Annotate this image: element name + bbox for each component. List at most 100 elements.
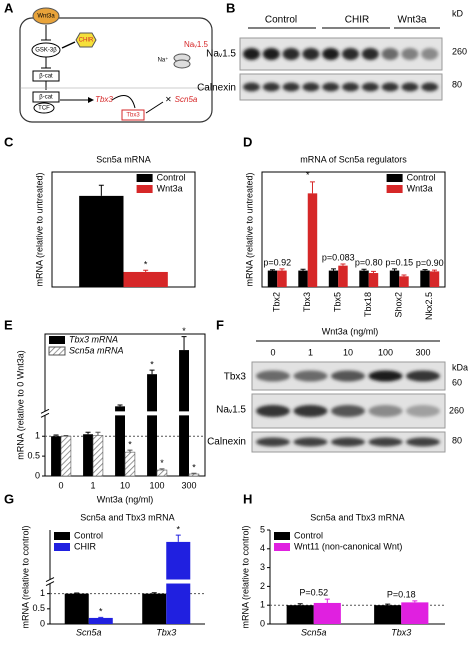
band bbox=[293, 437, 328, 447]
bar bbox=[313, 602, 341, 624]
legend-swatch bbox=[49, 336, 65, 344]
legend-label: Wnt3a bbox=[407, 183, 433, 193]
x-tick-label: Tbx3 bbox=[302, 292, 312, 312]
arrowhead bbox=[88, 97, 94, 103]
header: Wnt3a (ng/ml) bbox=[322, 326, 379, 336]
band bbox=[302, 48, 320, 60]
band bbox=[293, 370, 328, 382]
error-bar bbox=[159, 468, 165, 471]
band bbox=[342, 48, 359, 60]
x-tick-label: 0 bbox=[58, 480, 63, 490]
error-bar bbox=[181, 336, 187, 351]
legend-swatch bbox=[274, 532, 290, 540]
bar bbox=[60, 435, 72, 477]
y-tick-label: 2 bbox=[260, 581, 265, 591]
band bbox=[322, 82, 340, 92]
bar bbox=[92, 435, 104, 477]
band bbox=[262, 82, 280, 92]
band bbox=[401, 48, 419, 60]
significance: * bbox=[160, 458, 164, 468]
factor bbox=[33, 102, 55, 114]
bar bbox=[298, 270, 308, 287]
protein-label: β-cat bbox=[39, 74, 53, 80]
error-bar bbox=[85, 431, 91, 435]
chart: mRNA (relative to 0 Wnt3a) Wnt3a (ng/ml) 0… bbox=[15, 326, 206, 504]
band bbox=[368, 370, 403, 382]
blot: Wnt3a (ng/ml) Tbx3 Naᵥ1.5 Calnexin kDa 6… bbox=[207, 326, 468, 453]
unit: kDa bbox=[452, 362, 468, 372]
band bbox=[331, 405, 365, 417]
x-tick-label: 1 bbox=[90, 480, 95, 490]
error-bar bbox=[412, 600, 418, 603]
band bbox=[368, 437, 403, 447]
axis-break bbox=[45, 577, 55, 582]
bar bbox=[123, 271, 168, 287]
band bbox=[331, 370, 365, 382]
y-axis-label: mRNA (relative to control) bbox=[20, 525, 30, 628]
group-label: Wnt3a bbox=[398, 15, 427, 26]
significance: * bbox=[99, 607, 103, 617]
legend-label: CHIR bbox=[74, 541, 96, 551]
bar bbox=[83, 434, 93, 476]
error-bar bbox=[98, 184, 104, 196]
bar bbox=[147, 374, 157, 476]
bar bbox=[286, 605, 314, 624]
drug-label: CHIR bbox=[79, 38, 94, 44]
error-bar bbox=[74, 592, 80, 594]
significance: * bbox=[150, 360, 154, 370]
x-tick-label: Tbx3 bbox=[156, 627, 176, 637]
bar bbox=[307, 193, 318, 287]
x-tick-label: 10 bbox=[120, 480, 130, 490]
annotation: p=0.92 bbox=[263, 257, 291, 267]
bar bbox=[267, 270, 278, 287]
significance: * bbox=[192, 463, 196, 473]
legend-label: Control bbox=[407, 172, 436, 182]
cell bbox=[19, 17, 213, 123]
legend-swatch bbox=[54, 543, 70, 551]
error-bar bbox=[53, 434, 59, 437]
y-tick-label: 1 bbox=[40, 588, 45, 598]
bar bbox=[338, 265, 348, 287]
legend-swatch bbox=[386, 185, 403, 193]
gene-label: Scn5a bbox=[175, 95, 198, 104]
panel-label: C bbox=[4, 134, 14, 149]
bar bbox=[399, 276, 409, 287]
bar bbox=[401, 602, 429, 624]
protein bbox=[32, 91, 60, 103]
error-bar bbox=[370, 270, 376, 274]
chart-title: Scn5a and Tbx3 mRNA bbox=[80, 512, 174, 522]
y-axis-label: mRNA (relative to untreated) bbox=[244, 172, 254, 286]
protein-label: Tbx3 bbox=[126, 113, 140, 119]
y-tick-label: 3 bbox=[260, 562, 265, 572]
x-tick-label: Tbx2 bbox=[272, 292, 282, 312]
x-tick-label: Tbx3 bbox=[391, 627, 411, 637]
error-bar bbox=[95, 431, 101, 436]
legend-swatch bbox=[136, 174, 153, 182]
error-bar bbox=[300, 268, 306, 271]
error-bar bbox=[324, 598, 330, 603]
error-bar bbox=[63, 434, 69, 437]
error-bar bbox=[279, 268, 285, 271]
chart-title: Scn5a and Tbx3 mRNA bbox=[310, 512, 404, 522]
band bbox=[282, 82, 300, 92]
band bbox=[293, 405, 328, 417]
error-bar bbox=[361, 268, 367, 271]
significance: * bbox=[177, 524, 181, 534]
axis-break bbox=[46, 579, 54, 584]
annotation: P=0.52 bbox=[299, 588, 328, 598]
bar bbox=[188, 473, 200, 477]
y-tick-label: 0 bbox=[40, 618, 45, 628]
band bbox=[406, 370, 440, 382]
legend-label: Wnt11 (non-canonical Wnt) bbox=[294, 541, 402, 551]
band bbox=[361, 48, 379, 60]
legend-swatch bbox=[386, 174, 403, 182]
bar bbox=[374, 605, 402, 624]
legend-label: Wnt3a bbox=[157, 183, 183, 193]
band bbox=[256, 437, 290, 447]
ligand bbox=[32, 7, 60, 25]
axis-break bbox=[40, 412, 50, 418]
bar-break bbox=[165, 579, 192, 584]
chart-title: Scn5a mRNA bbox=[96, 154, 151, 164]
band bbox=[421, 48, 439, 60]
chart: mRNA of Scn5a regulators mRNA (relative t… bbox=[244, 154, 446, 320]
